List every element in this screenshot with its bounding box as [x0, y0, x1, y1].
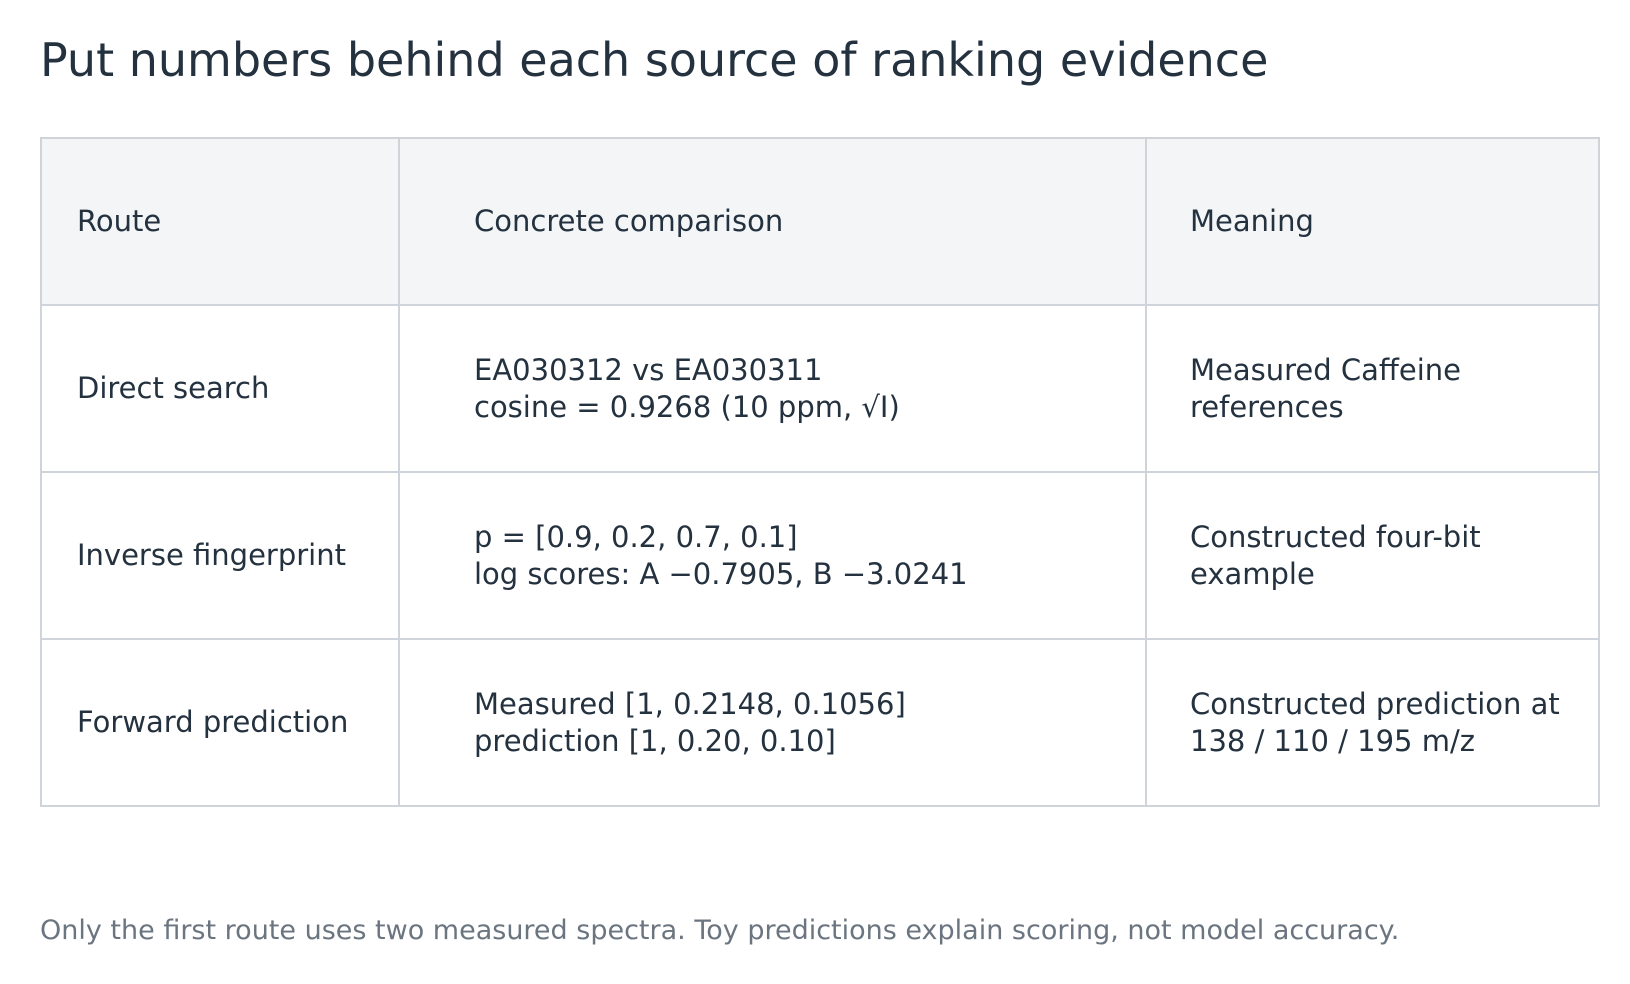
comparison-cell: p = [0.9, 0.2, 0.7, 0.1] log scores: A −…	[398, 471, 1147, 640]
meaning-line: Constructed prediction at	[1190, 686, 1560, 721]
comparison-line: p = [0.9, 0.2, 0.7, 0.1]	[474, 519, 798, 554]
column-header-route: Route	[40, 137, 400, 306]
meaning-line: references	[1190, 389, 1344, 424]
route-cell: Inverse fingerprint	[40, 471, 400, 640]
meaning-line: Measured Caffeine	[1190, 352, 1461, 387]
route-cell: Forward prediction	[40, 638, 400, 807]
meaning-line: Constructed four-bit	[1190, 519, 1481, 554]
meaning-cell: Measured Caffeine references	[1145, 304, 1600, 473]
footnote: Only the first route uses two measured s…	[40, 915, 1400, 946]
evidence-table: Route Concrete comparison Meaning Direct…	[40, 137, 1600, 807]
meaning-line: example	[1190, 556, 1315, 591]
comparison-line: prediction [1, 0.20, 0.10]	[474, 723, 836, 758]
comparison-cell: EA030312 vs EA030311 cosine = 0.9268 (10…	[398, 304, 1147, 473]
meaning-cell: Constructed four-bit example	[1145, 471, 1600, 640]
comparison-cell: Measured [1, 0.2148, 0.1056] prediction …	[398, 638, 1147, 807]
comparison-line: Measured [1, 0.2148, 0.1056]	[474, 686, 906, 721]
table-row: Forward prediction Measured [1, 0.2148, …	[40, 638, 1600, 807]
column-header-meaning: Meaning	[1145, 137, 1600, 306]
comparison-line: EA030312 vs EA030311	[474, 352, 823, 387]
meaning-line: 138 / 110 / 195 m/z	[1190, 723, 1475, 758]
comparison-line: cosine = 0.9268 (10 ppm, √I)	[474, 389, 900, 424]
meaning-cell: Constructed prediction at 138 / 110 / 19…	[1145, 638, 1600, 807]
comparison-line: log scores: A −0.7905, B −3.0241	[474, 556, 968, 591]
table-row: Inverse fingerprint p = [0.9, 0.2, 0.7, …	[40, 471, 1600, 640]
route-cell: Direct search	[40, 304, 400, 473]
table-row: Direct search EA030312 vs EA030311 cosin…	[40, 304, 1600, 473]
column-header-comparison: Concrete comparison	[398, 137, 1147, 306]
page-title: Put numbers behind each source of rankin…	[40, 33, 1269, 87]
table-header-row: Route Concrete comparison Meaning	[40, 137, 1600, 306]
